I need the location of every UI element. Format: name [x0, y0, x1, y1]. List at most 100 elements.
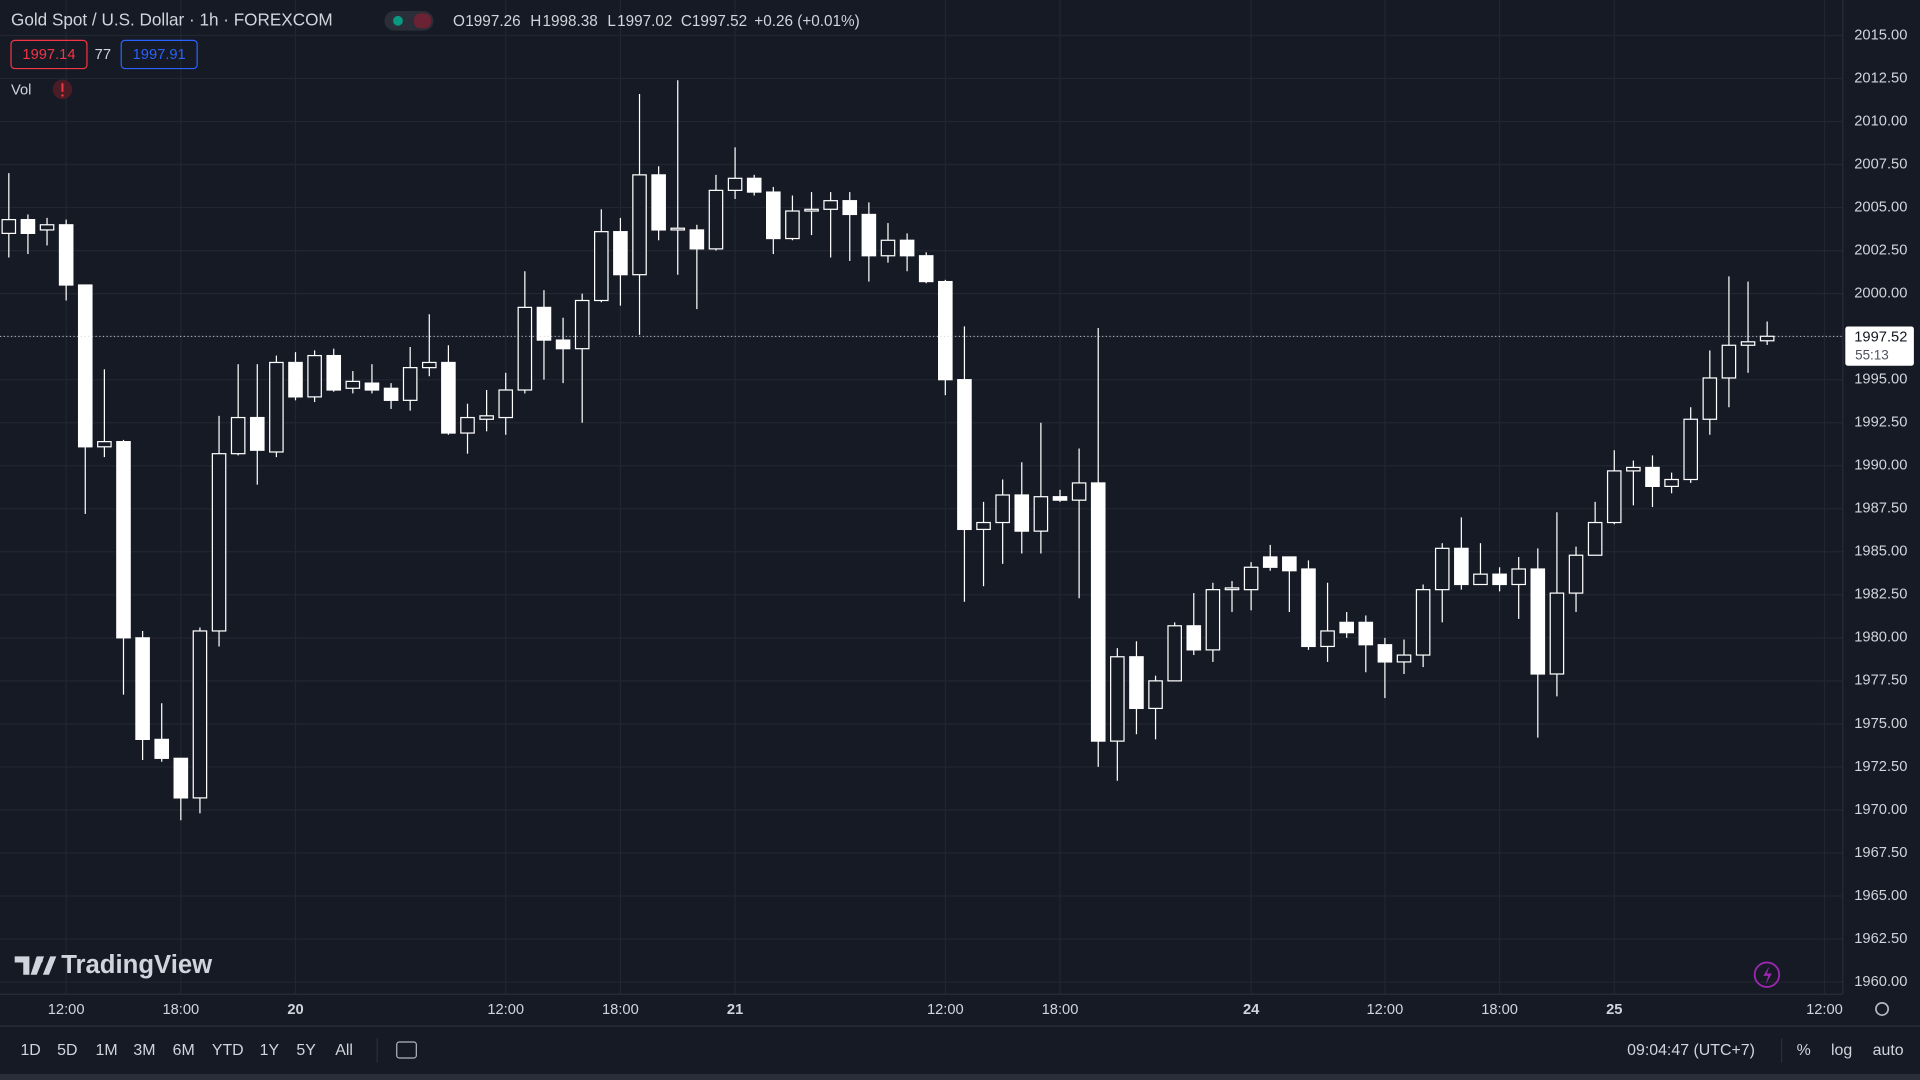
y-tick-label: 1985.00 — [1854, 544, 1907, 560]
candle-body-down — [383, 387, 399, 401]
candle-body-up — [230, 416, 246, 455]
candle-body-up — [1033, 496, 1049, 532]
legend-high: 1998.38 — [542, 13, 597, 30]
candle-body-up — [1511, 568, 1526, 586]
candle-body-down — [918, 255, 934, 283]
x-tick-label: 12:00 — [1367, 1002, 1404, 1018]
scale-option[interactable]: auto — [1873, 1042, 1904, 1059]
candle-body-up — [593, 231, 609, 302]
x-tick-label: 18:00 — [1481, 1002, 1518, 1018]
x-tick-label: 20 — [287, 1002, 303, 1018]
x-tick-label: 25 — [1606, 1002, 1622, 1018]
candle-body-down — [766, 191, 781, 240]
candle-body-down — [135, 637, 150, 741]
candle-body-down — [58, 224, 74, 286]
lightning-button[interactable] — [1753, 961, 1781, 988]
ask-price[interactable]: 1997.91 — [133, 47, 186, 63]
candle-body-up — [670, 227, 686, 231]
candle-body-up — [1396, 654, 1412, 663]
scale-option[interactable]: log — [1831, 1042, 1852, 1059]
candle-body-down — [326, 354, 342, 391]
y-tick-label: 1967.50 — [1854, 845, 1907, 861]
candle-body-up — [39, 224, 55, 231]
y-tick-label: 2012.50 — [1854, 70, 1907, 86]
range-button[interactable]: 6M — [173, 1042, 195, 1059]
candle-body-up — [1721, 344, 1737, 379]
candle-body-up — [1568, 554, 1584, 594]
indicator-name[interactable]: Vol — [11, 82, 31, 98]
candle-body-down — [1052, 496, 1068, 501]
range-button[interactable]: YTD — [212, 1042, 244, 1059]
last-price-box — [1845, 326, 1914, 366]
candle-body-up — [1071, 482, 1087, 501]
legend-l-label: L — [607, 13, 616, 30]
clock[interactable]: 09:04:47 (UTC+7) — [1627, 1042, 1755, 1059]
lightning-icon — [1763, 966, 1772, 985]
x-tick-label: 18:00 — [602, 1002, 639, 1018]
y-tick-label: 1982.50 — [1854, 587, 1907, 603]
candle-body-up — [1415, 589, 1431, 656]
range-button[interactable]: 3M — [133, 1042, 155, 1059]
candle-body-down — [1262, 556, 1278, 568]
y-tick-label: 1960.00 — [1854, 974, 1907, 990]
y-tick-label: 1995.00 — [1854, 372, 1907, 388]
candle-body-down — [1645, 466, 1660, 487]
candle-body-up — [1, 219, 17, 234]
candle-body-down — [899, 239, 915, 257]
candle-body-up — [460, 416, 475, 434]
y-tick-label: 1977.50 — [1854, 673, 1907, 689]
candle-body-up — [880, 239, 896, 257]
candle-body-down — [1454, 547, 1469, 586]
y-tick-label: 1975.00 — [1854, 716, 1907, 732]
candle-body-up — [785, 210, 800, 240]
logo-dot — [35, 956, 43, 964]
candle-body-up — [1740, 341, 1756, 346]
candle-body-up — [517, 306, 533, 391]
bottom-strip — [0, 1073, 1920, 1080]
x-tick-label: 12:00 — [927, 1002, 964, 1018]
range-button[interactable]: 1M — [95, 1042, 117, 1059]
candle-body-down — [1090, 482, 1106, 742]
bid-box[interactable] — [10, 39, 88, 70]
candle-body-down — [364, 382, 380, 391]
market-open-dot — [393, 15, 403, 26]
candle-body-down — [1282, 556, 1297, 572]
symbol-title[interactable]: Gold Spot / U.S. Dollar · 1h · FOREXCOM — [11, 9, 333, 29]
x-tick-label: 18:00 — [162, 1002, 199, 1018]
goto-date-icon[interactable] — [396, 1041, 417, 1059]
candle-body-up — [269, 361, 284, 453]
candle-body-down — [249, 416, 265, 451]
legend-o-label: O — [453, 13, 465, 30]
y-tick-label: 1987.50 — [1854, 501, 1907, 517]
candle-body-down — [1129, 656, 1144, 710]
legend-close: 1997.52 — [692, 13, 747, 30]
range-button[interactable]: 5D — [57, 1042, 77, 1059]
candle-body-up — [727, 177, 743, 191]
candle-body-up — [1606, 470, 1622, 524]
range-button[interactable]: All — [335, 1042, 353, 1059]
ask-box[interactable] — [120, 39, 198, 70]
range-button[interactable]: 1D — [20, 1042, 40, 1059]
candle-body-down — [1339, 621, 1354, 634]
scale-option[interactable]: % — [1797, 1042, 1811, 1059]
range-button[interactable]: 1Y — [260, 1042, 280, 1059]
candle-body-down — [154, 738, 170, 759]
status-icon — [413, 13, 432, 29]
candle-body-down — [288, 361, 303, 398]
candle-body-down — [1301, 568, 1316, 648]
legend-change: +0.26 (+0.01%) — [754, 13, 859, 30]
y-tick-label: 2000.00 — [1854, 285, 1907, 301]
y-tick-label: 2010.00 — [1854, 113, 1907, 129]
candle-body-up — [1110, 656, 1125, 742]
range-button[interactable]: 5Y — [296, 1042, 316, 1059]
settings-gear[interactable] — [1875, 1002, 1890, 1016]
bid-price[interactable]: 1997.14 — [22, 47, 75, 63]
candle-body-up — [1702, 377, 1718, 420]
y-tick-label: 1980.00 — [1854, 630, 1907, 646]
y-tick-label: 2005.00 — [1854, 199, 1907, 215]
candle-body-up — [1549, 592, 1565, 675]
candle-body-up — [1759, 335, 1775, 342]
candle-body-up — [574, 299, 590, 350]
candle-body-up — [1473, 573, 1488, 586]
